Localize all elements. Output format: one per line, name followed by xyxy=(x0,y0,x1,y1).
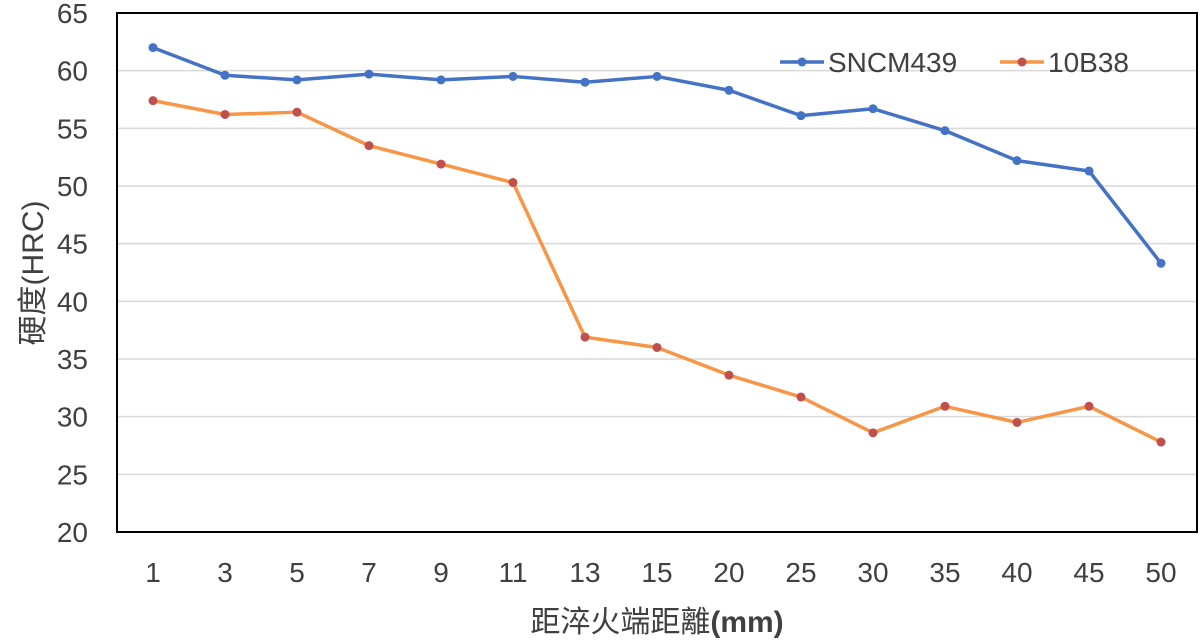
legend: SNCM439 10B38 xyxy=(780,47,1129,78)
x-tick-label: 11 xyxy=(498,557,527,588)
y-tick-label: 30 xyxy=(57,402,88,433)
data-point-10B38 xyxy=(1084,401,1094,411)
x-tick-label: 1 xyxy=(145,557,161,588)
data-point-SNCM439 xyxy=(292,75,302,85)
y-tick-label: 20 xyxy=(57,517,88,548)
data-point-SNCM439 xyxy=(652,71,662,81)
legend-label: 10B38 xyxy=(1048,47,1129,78)
data-point-SNCM439 xyxy=(868,104,878,114)
y-axis-ticks: 20 25 30 35 40 45 50 55 60 65 xyxy=(57,0,88,548)
x-tick-label: 7 xyxy=(361,557,377,588)
y-tick-label: 60 xyxy=(57,56,88,87)
x-axis-label: 距淬火端距離(mm) xyxy=(530,606,783,639)
data-point-SNCM439 xyxy=(220,70,230,80)
x-tick-label: 3 xyxy=(217,557,233,588)
y-tick-label: 50 xyxy=(57,171,88,202)
y-axis-label: 硬度(HRC) xyxy=(17,200,50,346)
x-tick-label: 5 xyxy=(289,557,305,588)
data-point-SNCM439 xyxy=(1084,166,1094,176)
data-point-SNCM439 xyxy=(148,43,158,53)
data-point-SNCM439 xyxy=(940,126,950,136)
series-group xyxy=(148,43,1166,447)
data-point-10B38 xyxy=(796,392,806,402)
gridlines xyxy=(117,69,1197,476)
data-point-10B38 xyxy=(1012,417,1022,427)
data-point-SNCM439 xyxy=(724,85,734,95)
data-point-SNCM439 xyxy=(1156,258,1166,268)
y-tick-label: 35 xyxy=(57,344,88,375)
x-tick-label: 30 xyxy=(857,557,888,588)
y-tick-label: 40 xyxy=(57,286,88,317)
data-point-10B38 xyxy=(1156,437,1166,447)
data-point-10B38 xyxy=(652,342,662,352)
legend-marker xyxy=(1017,57,1027,67)
x-tick-label: 15 xyxy=(641,557,672,588)
plot-area-border xyxy=(116,12,1198,533)
x-tick-label: 45 xyxy=(1073,557,1104,588)
data-point-10B38 xyxy=(292,107,302,117)
series-line-10B38 xyxy=(152,98,1162,444)
legend-label: SNCM439 xyxy=(828,47,957,78)
data-point-SNCM439 xyxy=(508,71,518,81)
x-tick-label: 9 xyxy=(433,557,449,588)
data-point-SNCM439 xyxy=(580,77,590,87)
x-tick-label: 20 xyxy=(713,557,744,588)
x-axis-ticks: 1 3 5 7 9 11 13 15 20 25 30 35 40 45 50 xyxy=(145,557,1176,588)
data-point-10B38 xyxy=(868,428,878,438)
data-point-10B38 xyxy=(724,370,734,380)
y-tick-label: 25 xyxy=(57,459,88,490)
y-tick-label: 65 xyxy=(57,0,88,29)
data-point-10B38 xyxy=(436,159,446,169)
data-point-SNCM439 xyxy=(796,111,806,121)
y-tick-label: 45 xyxy=(57,229,88,260)
x-tick-label: 35 xyxy=(929,557,960,588)
data-point-SNCM439 xyxy=(1012,156,1022,166)
data-point-10B38 xyxy=(940,401,950,411)
data-point-SNCM439 xyxy=(364,69,374,79)
data-point-10B38 xyxy=(148,96,158,106)
x-tick-label: 40 xyxy=(1001,557,1032,588)
data-point-SNCM439 xyxy=(436,75,446,85)
data-point-10B38 xyxy=(364,141,374,151)
data-point-10B38 xyxy=(508,178,518,188)
x-tick-label: 25 xyxy=(785,557,816,588)
data-point-10B38 xyxy=(220,109,230,119)
x-tick-label: 13 xyxy=(569,557,600,588)
legend-marker xyxy=(797,57,807,67)
x-tick-label: 50 xyxy=(1145,557,1176,588)
data-point-10B38 xyxy=(580,332,590,342)
y-tick-label: 55 xyxy=(57,113,88,144)
